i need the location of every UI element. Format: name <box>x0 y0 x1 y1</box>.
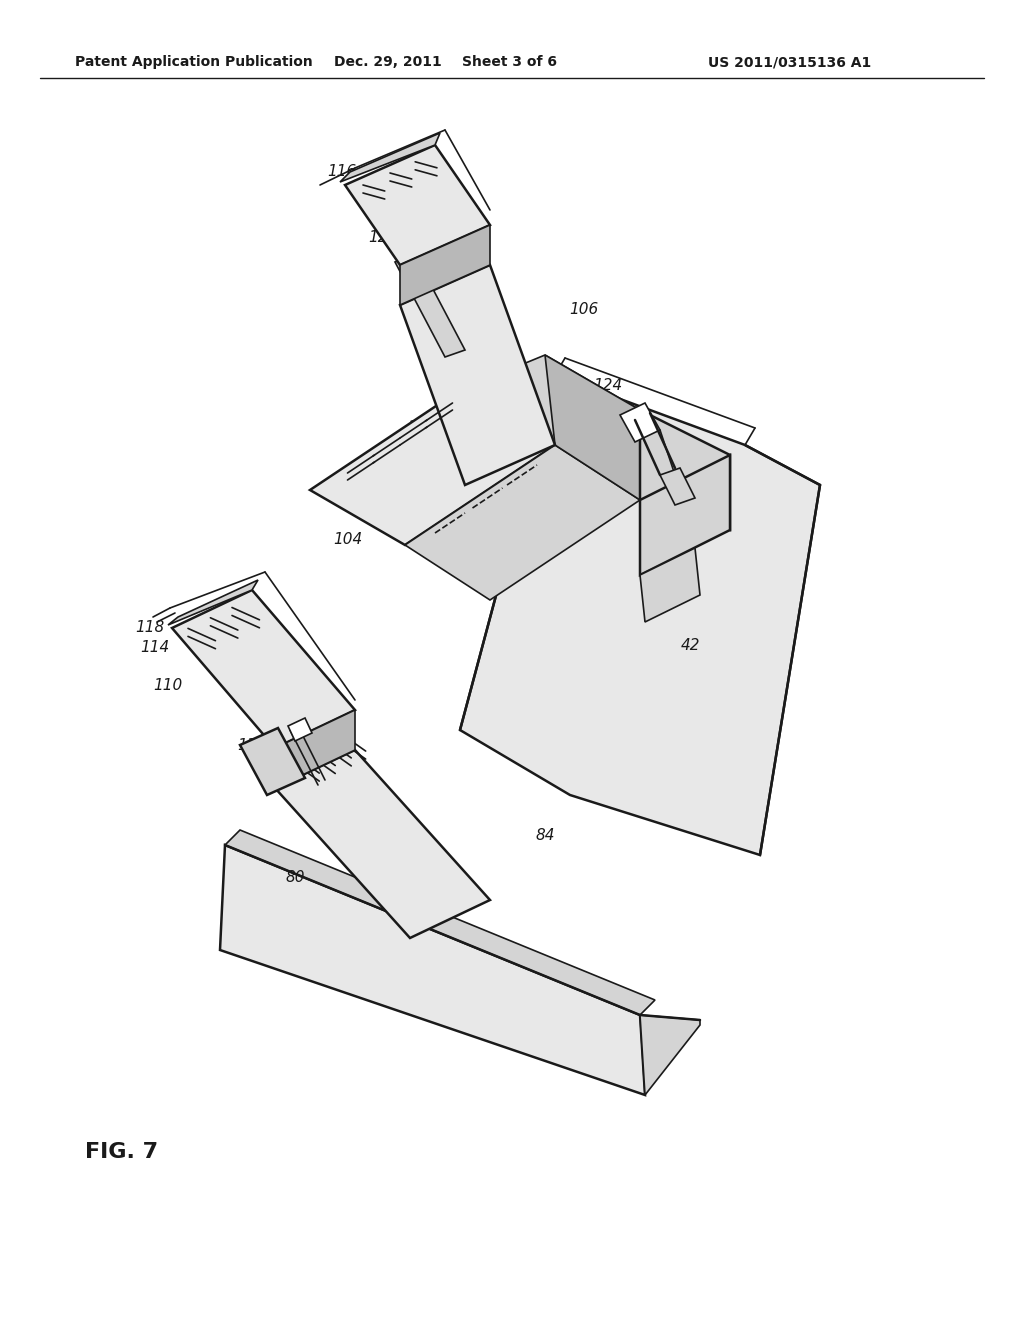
Text: 132: 132 <box>615 428 645 442</box>
Polygon shape <box>220 845 645 1096</box>
Text: 42: 42 <box>680 638 699 652</box>
Polygon shape <box>460 355 640 445</box>
Text: 136: 136 <box>581 457 609 471</box>
Text: 100: 100 <box>645 491 675 506</box>
Text: 104: 104 <box>364 479 392 495</box>
Polygon shape <box>395 255 465 356</box>
Text: 106: 106 <box>569 302 599 318</box>
Polygon shape <box>460 375 820 855</box>
Text: FIG. 7: FIG. 7 <box>85 1142 158 1162</box>
Polygon shape <box>640 1015 700 1096</box>
Text: 102: 102 <box>408 421 436 436</box>
Polygon shape <box>172 590 355 748</box>
Polygon shape <box>400 265 555 484</box>
Text: 114: 114 <box>140 640 170 656</box>
Polygon shape <box>620 403 660 442</box>
Polygon shape <box>640 411 730 531</box>
Polygon shape <box>275 750 490 939</box>
Polygon shape <box>640 455 730 576</box>
Polygon shape <box>240 729 305 795</box>
Text: 60: 60 <box>476 347 496 363</box>
Text: Sheet 3 of 6: Sheet 3 of 6 <box>463 55 557 69</box>
Polygon shape <box>340 133 440 182</box>
Polygon shape <box>400 224 490 305</box>
Text: US 2011/0315136 A1: US 2011/0315136 A1 <box>709 55 871 69</box>
Polygon shape <box>225 830 655 1015</box>
Text: Patent Application Publication: Patent Application Publication <box>75 55 312 69</box>
Text: 130: 130 <box>238 738 266 752</box>
Polygon shape <box>345 145 490 265</box>
Text: 100: 100 <box>638 445 668 459</box>
Polygon shape <box>168 579 258 624</box>
Text: 104: 104 <box>334 532 362 548</box>
Text: 134: 134 <box>303 696 333 710</box>
Polygon shape <box>310 389 555 545</box>
Polygon shape <box>545 355 640 500</box>
Text: 80: 80 <box>286 870 305 886</box>
Polygon shape <box>660 469 695 506</box>
Text: 128: 128 <box>557 433 587 447</box>
Polygon shape <box>640 548 700 622</box>
Text: 112: 112 <box>416 166 444 181</box>
Text: 124: 124 <box>593 378 623 392</box>
Text: 110: 110 <box>154 677 182 693</box>
Text: 118: 118 <box>135 619 165 635</box>
Text: 108: 108 <box>490 520 519 536</box>
Text: 84: 84 <box>536 828 555 842</box>
Text: 120: 120 <box>369 230 397 244</box>
Text: 116: 116 <box>328 165 356 180</box>
Polygon shape <box>275 710 355 788</box>
Polygon shape <box>288 718 312 741</box>
Text: 82: 82 <box>663 450 682 466</box>
Text: 136: 136 <box>567 446 597 461</box>
Text: Dec. 29, 2011: Dec. 29, 2011 <box>334 55 442 69</box>
Polygon shape <box>406 445 640 601</box>
